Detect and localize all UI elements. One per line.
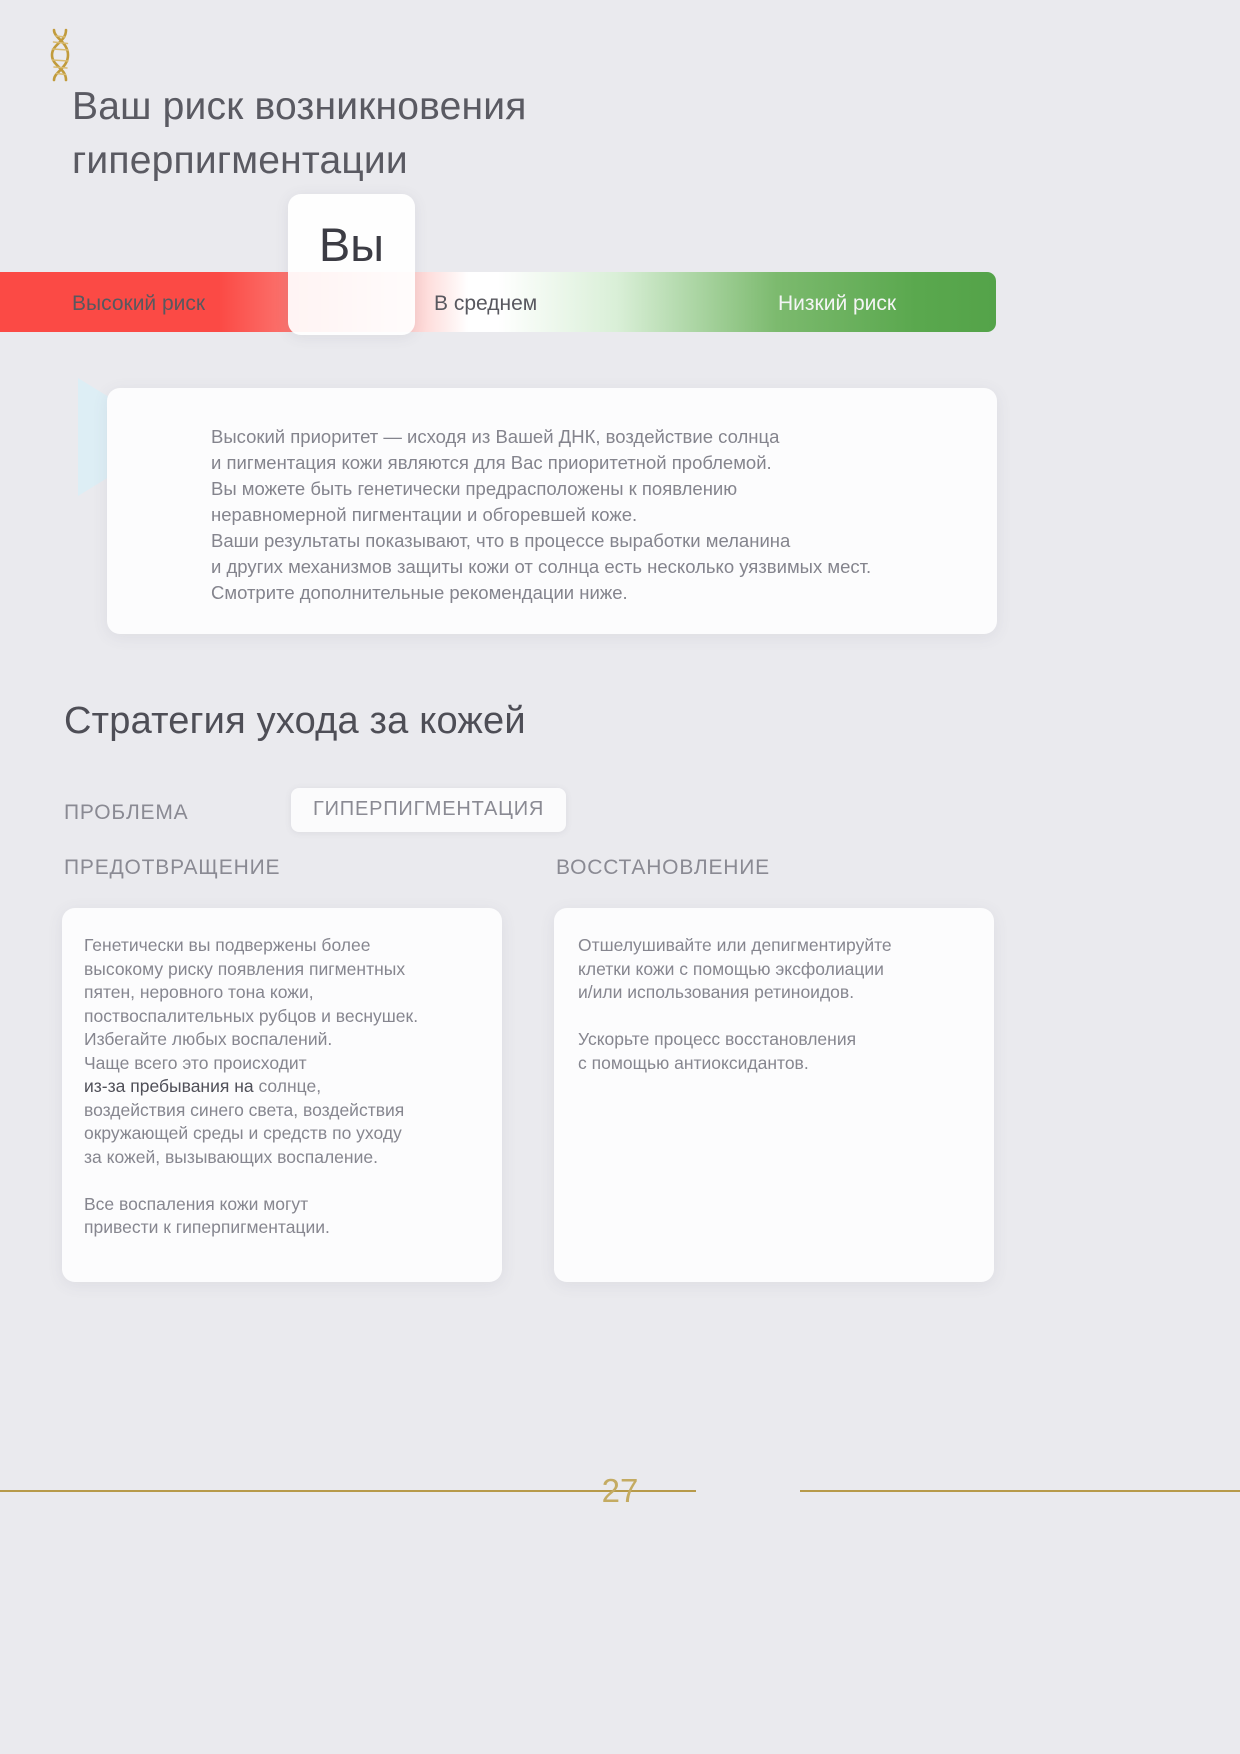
prevention-card-text: Генетически вы подвержены более высокому…	[84, 934, 484, 1240]
risk-label-middle: В среднем	[434, 292, 538, 315]
prevention-text-part1: Генетически вы подвержены более высокому…	[84, 935, 419, 1073]
priority-callout-card: Высокий приоритет — исходя из Вашей ДНК,…	[107, 388, 997, 634]
risk-label-low: Низкий риск	[778, 292, 897, 315]
prevention-text-emphasis: из-за пребывания на	[84, 1076, 254, 1096]
problem-value-chip: ГИПЕРПИГМЕНТАЦИЯ	[291, 788, 567, 832]
column-heading-recovery: ВОССТАНОВЛЕНИЕ	[556, 856, 770, 879]
recovery-card-text: Отшелушивайте или депигментируйте клетки…	[578, 935, 892, 1073]
section-title-strategy: Стратегия ухода за кожей	[64, 700, 526, 742]
footer-rule-left	[0, 1490, 696, 1492]
column-heading-prevention: ПРЕДОТВРАЩЕНИЕ	[64, 856, 281, 879]
problem-label: ПРОБЛЕМА	[64, 801, 189, 824]
risk-gradient-bar: Высокий риск В среднем Низкий риск	[0, 272, 996, 332]
prevention-text-part2: солнце, воздействия синего света, воздей…	[84, 1076, 405, 1237]
priority-callout-text: Высокий приоритет — исходя из Вашей ДНК,…	[211, 426, 872, 603]
page-number: 27	[601, 1472, 639, 1509]
page-title: Ваш риск возникновения гиперпигментации	[72, 85, 527, 182]
problem-row: ПРОБЛЕМА ГИПЕРПИГМЕНТАЦИЯ	[64, 788, 964, 832]
recovery-card: Отшелушивайте или депигментируйте клетки…	[554, 908, 994, 1282]
prevention-card: Генетически вы подвержены более высокому…	[62, 908, 502, 1282]
you-marker-label: Вы	[318, 218, 385, 271]
risk-label-high: Высокий риск	[72, 292, 206, 315]
dna-helix-icon	[38, 24, 84, 86]
you-marker: Вы	[288, 194, 415, 335]
footer-rule-right	[800, 1490, 1240, 1492]
